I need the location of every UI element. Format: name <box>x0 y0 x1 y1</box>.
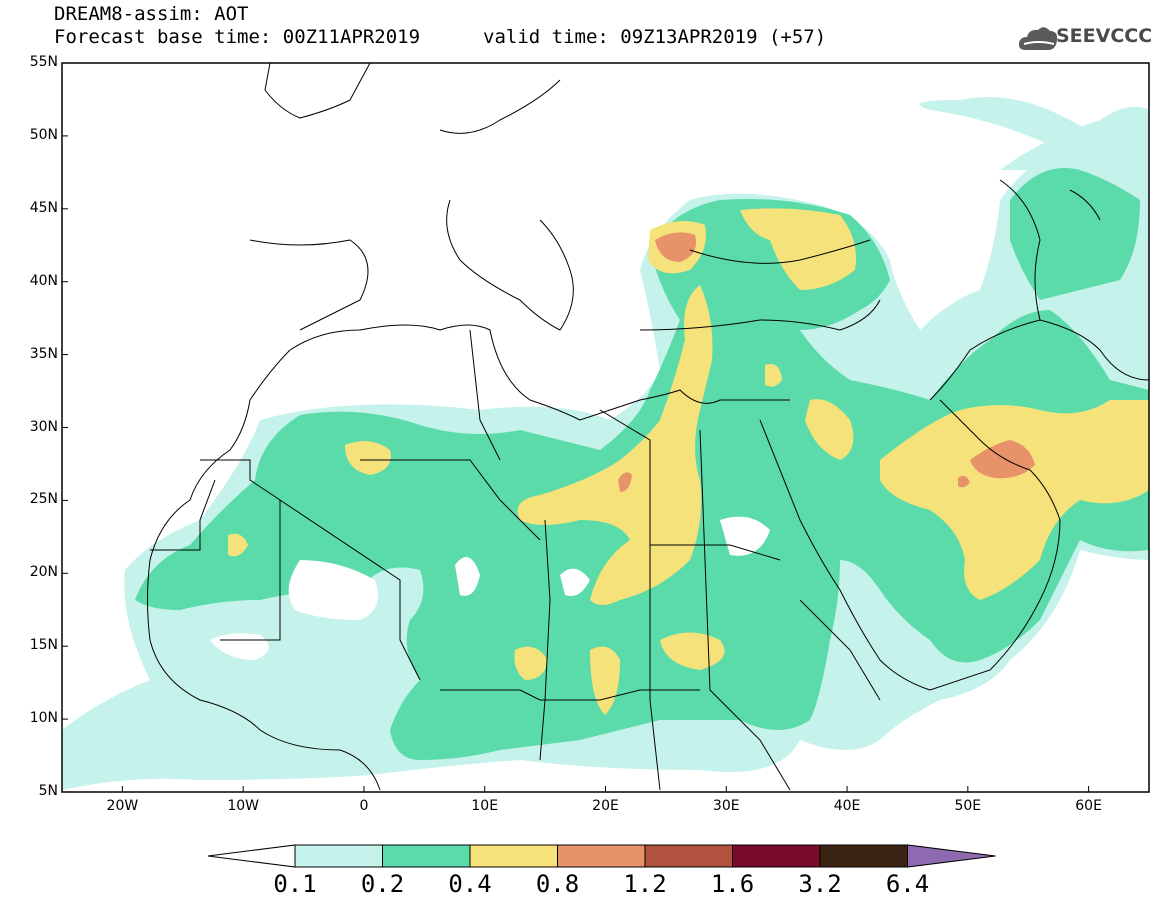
valid-time: valid time: 09Z13APR2019 (+57) <box>483 26 827 48</box>
colorbar-high-arrow <box>907 844 996 868</box>
colorbar-box <box>469 844 558 868</box>
colorbar-low-arrow <box>207 844 296 868</box>
seevccc-logo-text: SEEVCCC <box>1056 25 1153 47</box>
colorbar-label: 0.4 <box>448 870 492 898</box>
lon-label: 10E <box>471 798 499 814</box>
map-title: DREAM8-assim: AOT <box>54 3 249 25</box>
colorbar-box <box>644 844 733 868</box>
lon-label: 10W <box>227 798 259 814</box>
lat-label: 20N <box>29 564 58 581</box>
lat-label: 45N <box>29 199 58 216</box>
lat-label: 30N <box>29 418 58 435</box>
coastlines <box>147 63 1149 791</box>
lon-label: 40E <box>833 798 861 814</box>
colorbar-box <box>382 844 471 868</box>
lon-label: 0 <box>359 798 369 814</box>
lat-label: 50N <box>29 126 58 143</box>
colorbar-box <box>819 844 908 868</box>
forecast-base-time: Forecast base time: 00Z11APR2019 <box>54 26 421 48</box>
lon-label: 60E <box>1075 798 1102 814</box>
colorbar-box <box>294 844 383 868</box>
colorbar-label: 0.2 <box>360 870 405 898</box>
lon-label: 20W <box>106 798 139 814</box>
lon-label: 50E <box>954 798 982 814</box>
colorbar-label: 1.2 <box>623 870 667 898</box>
colorbar-box <box>732 844 821 868</box>
lat-label: 10N <box>29 710 58 727</box>
colorbar-label: 1.6 <box>710 870 755 898</box>
colorbar-box <box>557 844 646 868</box>
lat-label: 25N <box>29 491 58 508</box>
lat-label: 35N <box>29 345 58 362</box>
lon-label: 20E <box>592 798 619 814</box>
lon-label: 30E <box>712 798 740 814</box>
lat-label: 40N <box>29 272 58 289</box>
aot-fields <box>62 97 1149 790</box>
cloud-logo-icon <box>1018 27 1058 50</box>
lat-label: 15N <box>29 637 58 654</box>
lat-label: 5N <box>38 783 58 799</box>
colorbar-label: 0.1 <box>273 870 317 898</box>
colorbar-label: 3.2 <box>798 870 842 898</box>
colorbar-label: 6.4 <box>885 870 930 898</box>
lat-label: 55N <box>29 54 58 70</box>
colorbar-label: 0.8 <box>535 870 580 898</box>
